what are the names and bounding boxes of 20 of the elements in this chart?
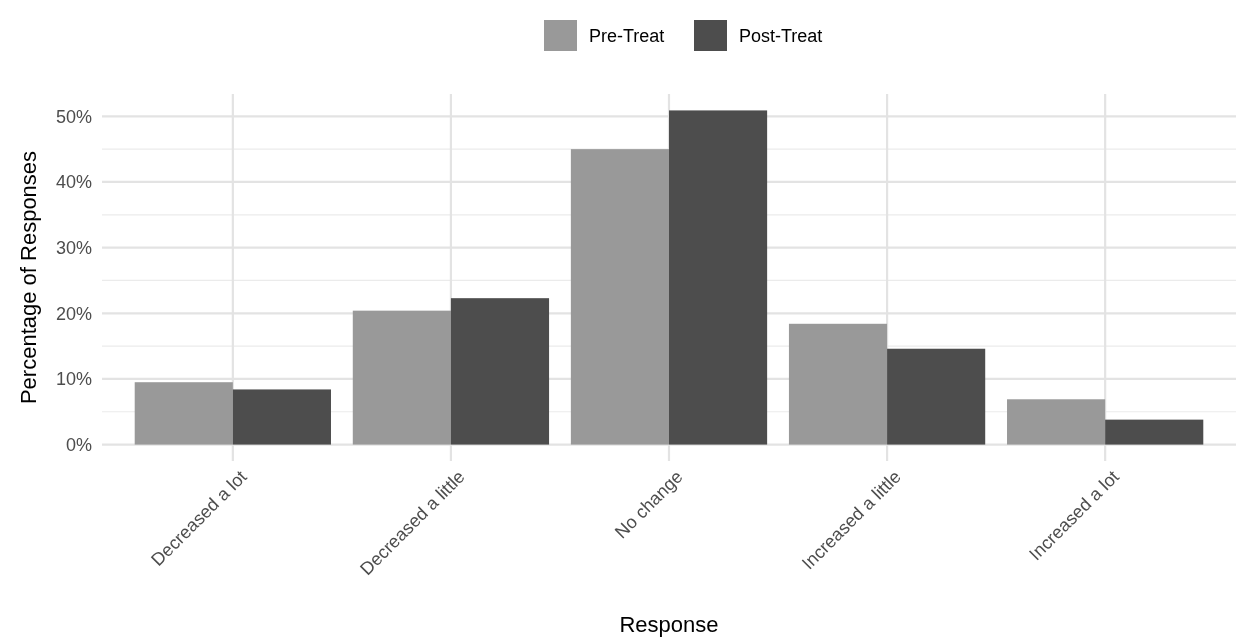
x-axis-title: Response: [619, 612, 719, 637]
y-tick-label: 30%: [55, 237, 92, 258]
bar: [788, 323, 888, 445]
y-tick-label: 50%: [55, 106, 92, 127]
bar: [570, 149, 669, 445]
bar: [669, 110, 768, 445]
legend-label: Post-Treat: [739, 26, 823, 47]
bar: [887, 348, 986, 445]
y-tick-label: 20%: [55, 303, 92, 324]
bar: [134, 382, 233, 445]
y-tick-label: 40%: [55, 172, 92, 193]
bar: [232, 389, 331, 445]
bar: [450, 298, 550, 445]
y-tick-label: 10%: [55, 369, 92, 390]
bar: [1007, 399, 1106, 445]
y-tick-label: 0%: [65, 434, 92, 455]
y-axis-title: Percentage of Responses: [16, 150, 41, 405]
legend-label: Pre-Treat: [589, 26, 665, 47]
bar: [1105, 419, 1204, 445]
bar: [352, 310, 451, 445]
